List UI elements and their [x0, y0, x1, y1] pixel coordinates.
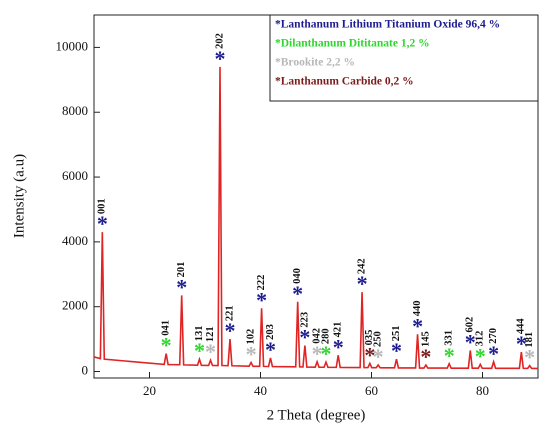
legend-entry: *Lanthanum Carbide 0,2 % — [275, 76, 414, 88]
x-tick-label: 20 — [143, 383, 156, 398]
peak-label: 145 — [420, 331, 431, 347]
y-tick-label: 10000 — [56, 38, 89, 53]
peak-label: 040 — [292, 268, 303, 284]
peak-star: * — [299, 325, 310, 350]
peak-star: * — [475, 343, 486, 368]
peak-star: * — [161, 333, 172, 358]
peak-star: * — [246, 341, 257, 366]
peak-label: 242 — [356, 258, 367, 274]
x-tick-label: 60 — [365, 383, 378, 398]
peak-label: 444 — [516, 318, 527, 335]
peak-star: * — [364, 342, 375, 367]
peak-label: 202 — [214, 33, 225, 49]
peak-label: 041 — [161, 320, 172, 336]
peak-label: 251 — [391, 325, 402, 341]
peak-label: 602 — [465, 317, 476, 333]
peak-label: 280 — [320, 328, 331, 344]
peak-star: * — [444, 343, 455, 368]
y-tick-label: 6000 — [62, 168, 88, 183]
peak-star: * — [373, 344, 384, 369]
peak-star: * — [516, 331, 527, 356]
peak-star: * — [524, 345, 535, 370]
peak-label: 331 — [444, 330, 455, 346]
peak-label: 102 — [245, 329, 256, 345]
legend-box — [269, 14, 539, 102]
peak-label: 250 — [373, 331, 384, 347]
peak-star: * — [465, 329, 476, 354]
peak-star: * — [214, 46, 225, 71]
legend-entry: *Brookite 2,2 % — [275, 57, 355, 69]
peak-star: * — [333, 334, 344, 359]
peak-star: * — [391, 338, 402, 363]
peak-label: 131 — [194, 325, 205, 341]
peak-label: 421 — [333, 322, 344, 338]
peak-label: 312 — [475, 331, 486, 347]
peak-star: * — [357, 271, 368, 296]
peak-star: * — [312, 341, 323, 366]
y-tick-label: 8000 — [62, 103, 88, 118]
peak-star: * — [205, 339, 216, 364]
peak-label: 203 — [265, 324, 276, 340]
peak-label: 042 — [312, 328, 323, 344]
peak-star: * — [224, 318, 235, 343]
peak-label: 121 — [205, 326, 216, 342]
peak-label: 181 — [524, 332, 535, 348]
peak-star: * — [176, 274, 187, 299]
y-tick-label: 2000 — [62, 298, 88, 313]
peak-label: 201 — [176, 262, 187, 278]
x-tick-label: 40 — [254, 383, 267, 398]
legend-entry: *Dilanthanum Dititanate 1,2 % — [275, 38, 430, 50]
legend-entry: *Lanthanum Lithium Titanium Oxide 96,4 % — [275, 19, 500, 31]
peak-label: 223 — [299, 312, 310, 328]
peak-star: * — [412, 313, 423, 338]
peak-label: 001 — [97, 198, 108, 214]
peak-star: * — [320, 341, 331, 366]
y-axis-title: Intensity (a.u) — [11, 154, 27, 238]
peak-star: * — [420, 344, 431, 369]
peak-star: * — [488, 341, 499, 366]
y-tick-label: 0 — [82, 363, 89, 378]
x-axis-title: 2 Theta (degree) — [267, 407, 366, 423]
x-tick-label: 80 — [476, 383, 489, 398]
peak-label: 222 — [256, 275, 267, 291]
peak-star: * — [97, 211, 108, 236]
peak-star: * — [265, 337, 276, 362]
peak-star: * — [256, 287, 267, 312]
peak-label: 035 — [364, 330, 375, 346]
peak-label: 440 — [412, 300, 423, 316]
data-line — [93, 66, 539, 370]
peak-star: * — [194, 338, 205, 363]
peak-star: * — [292, 281, 303, 306]
peak-label: 270 — [488, 328, 499, 344]
peak-label: 221 — [224, 305, 235, 321]
y-tick-label: 4000 — [62, 233, 88, 248]
